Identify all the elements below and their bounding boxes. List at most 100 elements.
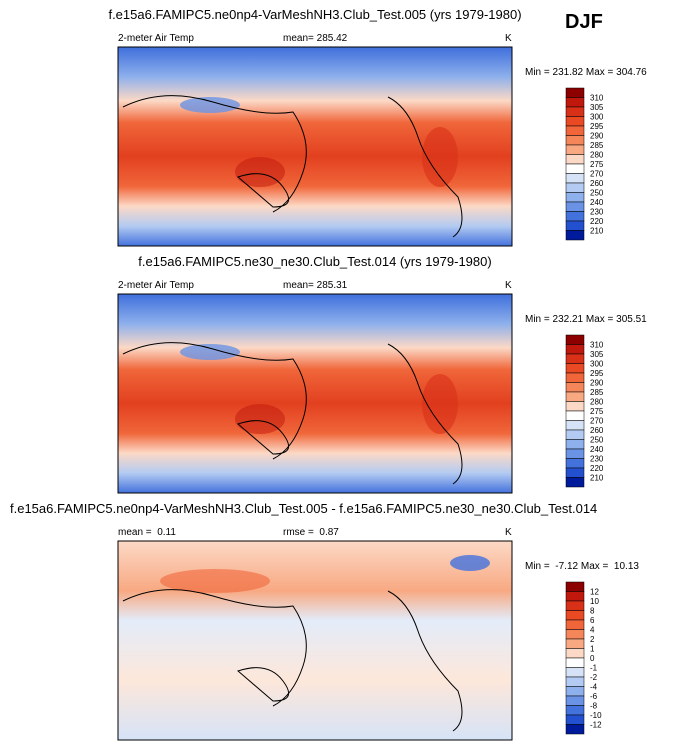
- colorbar-box: [565, 163, 585, 174]
- map-border: [117, 540, 513, 741]
- coastline: [122, 342, 463, 485]
- colorbar-label: 270: [590, 170, 604, 179]
- colorbar-box: [565, 724, 585, 735]
- colorbar-label: 6: [590, 616, 595, 625]
- warm-region: [235, 404, 285, 434]
- colorbar-label: 275: [590, 160, 604, 169]
- colorbar-label: 1: [590, 645, 595, 654]
- colorbar-box: [565, 363, 585, 374]
- colorbar-label: 275: [590, 407, 604, 416]
- colorbar-box: [565, 657, 585, 668]
- map-border: [117, 46, 513, 247]
- colorbar-label: 260: [590, 179, 604, 188]
- colorbar-box: [565, 125, 585, 136]
- colorbar-box: [565, 610, 585, 621]
- colorbar-box: [565, 676, 585, 687]
- colorbar-box: [565, 220, 585, 231]
- colorbar-box: [565, 714, 585, 725]
- colorbar-label: 220: [590, 217, 604, 226]
- colorbar-box: [565, 581, 585, 592]
- colorbar-label: 210: [590, 227, 604, 236]
- warm-region: [422, 127, 458, 187]
- colorbar-label: 240: [590, 198, 604, 207]
- colorbar-box: [565, 144, 585, 155]
- colorbar-label: -4: [590, 683, 598, 692]
- season-label: DJF: [565, 11, 603, 33]
- colorbar-box: [565, 448, 585, 459]
- warm-region: [235, 157, 285, 187]
- center-label: mean= 285.42: [283, 33, 348, 44]
- colorbar-box: [565, 201, 585, 212]
- colorbar-box: [565, 154, 585, 165]
- cold-region: [180, 97, 240, 113]
- colorbar-box: [565, 458, 585, 469]
- map-border: [117, 293, 513, 494]
- units-label: K: [505, 280, 512, 291]
- colorbar-label: 295: [590, 122, 604, 131]
- colorbar-box: [565, 401, 585, 412]
- colorbar-label: 290: [590, 379, 604, 388]
- colorbar-label: 290: [590, 132, 604, 141]
- colorbar-label: 240: [590, 445, 604, 454]
- colorbar-label: 230: [590, 208, 604, 217]
- colorbar-box: [565, 600, 585, 611]
- units-label: K: [505, 527, 512, 538]
- colorbar-box: [565, 173, 585, 184]
- coastline: [122, 589, 463, 732]
- colorbar-label: 250: [590, 189, 604, 198]
- colorbar-label: 305: [590, 103, 604, 112]
- colorbar-label: 310: [590, 341, 604, 350]
- colorbar-label: 230: [590, 455, 604, 464]
- colorbar-label: 310: [590, 94, 604, 103]
- colorbar-label: 2: [590, 635, 595, 644]
- colorbar-box: [565, 667, 585, 678]
- colorbar-label: -2: [590, 673, 598, 682]
- minmax-label: Min = 232.21 Max = 305.51: [525, 314, 647, 325]
- colorbar-box: [565, 230, 585, 241]
- units-label: K: [505, 33, 512, 44]
- left-label: 2-meter Air Temp: [118, 280, 194, 291]
- colorbar-box: [565, 439, 585, 450]
- colorbar-box: [565, 211, 585, 222]
- panel-title: f.e15a6.FAMIPC5.ne30_ne30.Club_Test.014 …: [138, 254, 491, 269]
- panel-title: f.e15a6.FAMIPC5.ne0np4-VarMeshNH3.Club_T…: [108, 7, 521, 22]
- center-label: rmse = 0.87: [283, 527, 339, 538]
- anomaly: [160, 569, 270, 593]
- left-label: mean = 0.11: [118, 527, 176, 538]
- colorbar-box: [565, 477, 585, 488]
- colorbar-box: [565, 182, 585, 193]
- colorbar-label: 295: [590, 369, 604, 378]
- map-field: [118, 541, 512, 740]
- colorbar-label: 8: [590, 607, 595, 616]
- colorbar-label: 0: [590, 654, 595, 663]
- colorbar-box: [565, 106, 585, 117]
- colorbar-label: 210: [590, 474, 604, 483]
- colorbar-label: 220: [590, 464, 604, 473]
- left-label: 2-meter Air Temp: [118, 33, 194, 44]
- colorbar-box: [565, 705, 585, 716]
- colorbar-label: 12: [590, 588, 599, 597]
- cold-region: [180, 344, 240, 360]
- colorbar-box: [565, 648, 585, 659]
- colorbar-box: [565, 97, 585, 108]
- colorbar-label: 300: [590, 360, 604, 369]
- colorbar-box: [565, 87, 585, 98]
- colorbar-box: [565, 192, 585, 203]
- colorbar-label: 270: [590, 417, 604, 426]
- colorbar-box: [565, 619, 585, 630]
- colorbar-label: -8: [590, 702, 598, 711]
- center-label: mean= 285.31: [283, 280, 348, 291]
- colorbar-label: 10: [590, 597, 599, 606]
- minmax-label: Min = -7.12 Max = 10.13: [525, 561, 639, 572]
- colorbar-box: [565, 410, 585, 421]
- colorbar-label: 260: [590, 426, 604, 435]
- colorbar-box: [565, 629, 585, 640]
- colorbar-box: [565, 429, 585, 440]
- colorbar-box: [565, 420, 585, 431]
- colorbar-box: [565, 334, 585, 345]
- colorbar-box: [565, 135, 585, 146]
- colorbar-label: -12: [590, 721, 602, 730]
- colorbar-label: 280: [590, 151, 604, 160]
- colorbar-box: [565, 686, 585, 697]
